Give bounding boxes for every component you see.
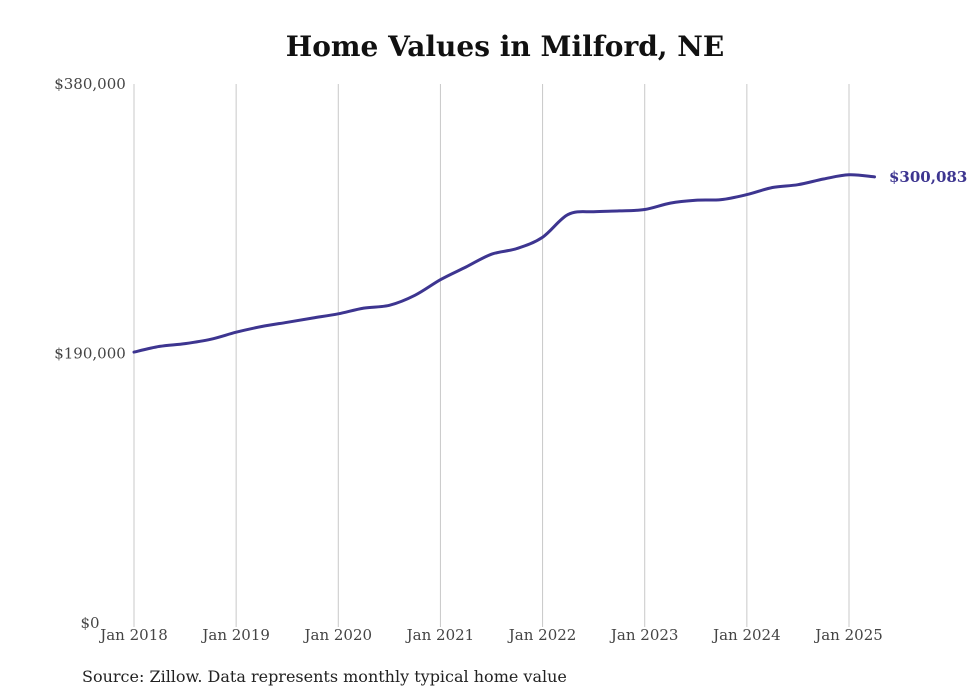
data-point (439, 278, 442, 281)
data-point (669, 201, 672, 205)
x-tick-label: Jan 2020 (303, 626, 373, 644)
data-point (720, 198, 723, 201)
data-point (337, 312, 340, 315)
x-tick-label: Jan 2021 (405, 626, 475, 644)
data-point (286, 321, 289, 324)
data-point (873, 175, 876, 179)
data-point (694, 199, 697, 202)
y-axis: $0 $190,000 $380,000 (54, 75, 126, 632)
data-point (771, 186, 774, 189)
data-point (490, 253, 493, 256)
data-point (388, 304, 391, 307)
end-value-label: $300,083 (889, 168, 967, 186)
y-tick-label: $380,000 (54, 75, 126, 93)
data-point (132, 350, 136, 354)
data-point (847, 173, 851, 176)
data-point (209, 338, 212, 341)
data-point (822, 177, 825, 181)
x-tick-label: Jan 2018 (98, 626, 168, 644)
data-point (234, 331, 238, 334)
data-point (413, 294, 417, 297)
home-value-line (132, 173, 876, 354)
data-point (592, 210, 595, 213)
data-point (362, 306, 365, 310)
y-tick-label: $190,000 (54, 345, 126, 363)
data-point (515, 247, 519, 250)
data-point (796, 183, 800, 186)
data-point (566, 213, 570, 216)
x-tick-label: Jan 2024 (711, 626, 781, 644)
series-layer: $300,083 (132, 168, 967, 354)
source-note: Source: Zillow. Data represents monthly … (82, 667, 567, 686)
data-point (158, 345, 161, 348)
data-point (464, 265, 468, 269)
chart-title: Home Values in Milford, NE (285, 30, 725, 63)
y-tick-label: $0 (80, 614, 99, 632)
x-tick-label: Jan 2022 (507, 626, 577, 644)
data-point (311, 316, 314, 320)
data-point (183, 342, 187, 345)
x-tick-label: Jan 2025 (813, 626, 883, 644)
data-point (260, 325, 263, 328)
data-point (618, 209, 621, 213)
data-point (643, 208, 646, 211)
gridlines (133, 84, 850, 627)
x-axis: Jan 2018 Jan 2019 Jan 2020 Jan 2021 Jan 2022… (98, 626, 883, 644)
x-tick-label: Jan 2023 (609, 626, 679, 644)
data-point (745, 193, 749, 196)
data-point (541, 236, 544, 239)
x-tick-label: Jan 2019 (200, 626, 270, 644)
